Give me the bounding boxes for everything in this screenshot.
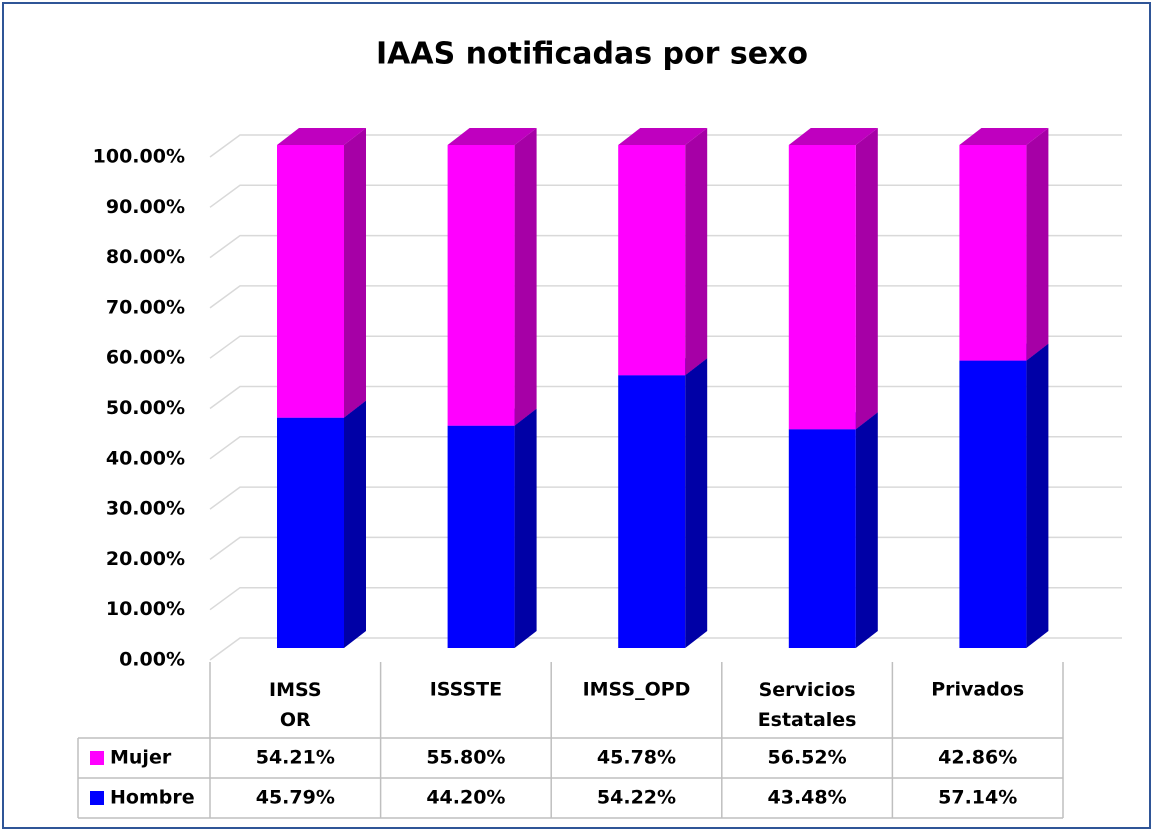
data-label: 55.80% xyxy=(426,747,505,769)
y-tick-label: 60.00% xyxy=(106,347,185,369)
bar-side xyxy=(855,128,878,430)
bar-side xyxy=(514,408,537,648)
bar-side xyxy=(685,358,708,648)
bar xyxy=(618,145,686,376)
bar xyxy=(277,417,344,648)
legend-label: Hombre xyxy=(110,787,195,809)
data-label: 57.14% xyxy=(938,787,1017,809)
data-label: 42.86% xyxy=(938,747,1017,769)
bar xyxy=(447,145,515,426)
bar-side xyxy=(514,128,537,426)
bar-side xyxy=(855,412,878,648)
bar-top xyxy=(959,128,1049,145)
y-tick-label: 100.00% xyxy=(93,146,185,168)
legend-label: Mujer xyxy=(110,747,172,769)
y-tick-label: 90.00% xyxy=(106,196,185,218)
data-label: 44.20% xyxy=(426,787,505,809)
legend-swatch xyxy=(90,751,104,765)
bar-side xyxy=(344,128,366,418)
bar xyxy=(447,425,515,648)
x-tick-label: ISSSTE xyxy=(430,679,502,701)
bar-side xyxy=(1026,343,1049,648)
x-tick-label: IMSS_OPD xyxy=(583,679,691,701)
bar-side xyxy=(1026,128,1049,361)
y-tick-label: 70.00% xyxy=(106,296,185,318)
y-tick-label: 0.00% xyxy=(119,649,185,671)
x-tick-label: Servicios Estatales xyxy=(758,679,857,731)
bar xyxy=(788,145,856,430)
y-tick-label: 40.00% xyxy=(106,447,185,469)
bar-side xyxy=(344,400,366,648)
x-tick-label: Privados xyxy=(931,679,1024,701)
chart-title: IAAS notificadas por sexo xyxy=(376,37,808,72)
y-tick-label: 10.00% xyxy=(106,598,185,620)
y-tick-label: 50.00% xyxy=(106,397,185,419)
data-label: 54.22% xyxy=(597,787,676,809)
y-tick-label: 30.00% xyxy=(106,498,185,520)
y-tick-label: 20.00% xyxy=(106,548,185,570)
bar xyxy=(959,145,1027,361)
bar xyxy=(277,145,344,418)
data-label: 45.79% xyxy=(256,787,335,809)
data-label: 43.48% xyxy=(768,787,847,809)
legend-swatch xyxy=(90,791,104,805)
data-label: 56.52% xyxy=(768,747,847,769)
bar xyxy=(618,375,686,648)
bar-top xyxy=(277,128,366,145)
data-label: 45.78% xyxy=(597,747,676,769)
y-tick-label: 80.00% xyxy=(106,246,185,268)
bar xyxy=(788,429,856,648)
bar-top xyxy=(618,128,708,145)
bar-side xyxy=(685,128,708,376)
bar xyxy=(959,360,1027,648)
bar-top xyxy=(788,128,878,145)
data-label: 54.21% xyxy=(256,747,335,769)
bar-top xyxy=(447,128,537,145)
x-tick-label: IMSS OR xyxy=(269,679,322,731)
